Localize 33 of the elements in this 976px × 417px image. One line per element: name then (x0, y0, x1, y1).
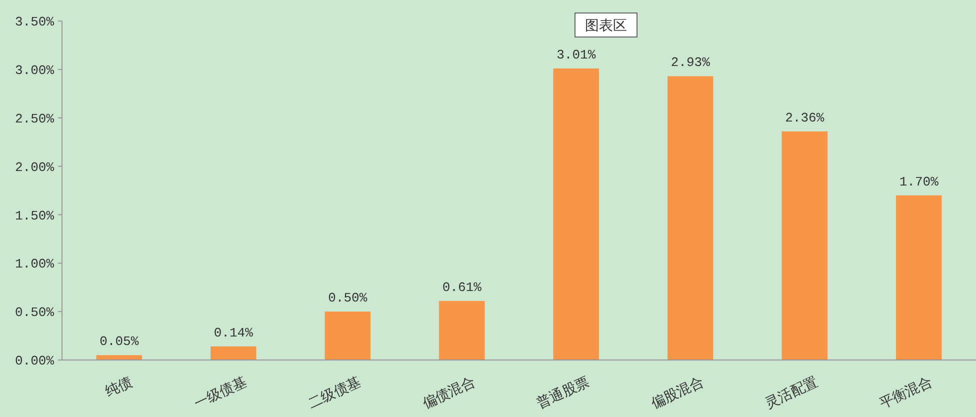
data-label: 3.01% (556, 47, 596, 62)
x-tick-label: 偏债混合 (420, 374, 478, 412)
data-label: 0.61% (442, 280, 482, 295)
x-tick-label: 偏股混合 (648, 374, 706, 412)
data-label: 0.50% (328, 290, 368, 306)
y-tick-label: 1.50% (14, 208, 54, 224)
x-tick-label: 一级债基 (192, 374, 250, 412)
y-tick-label: 2.50% (14, 111, 54, 126)
data-label: 2.36% (785, 110, 824, 126)
bar (210, 346, 256, 360)
x-tick-label: 二级债基 (306, 374, 364, 412)
x-tick-label: 灵活配置 (762, 374, 820, 412)
bar (896, 195, 942, 360)
bar (96, 355, 142, 360)
data-label: 1.70% (899, 174, 939, 190)
bar (553, 68, 599, 360)
y-tick-label: 0.00% (14, 354, 54, 369)
bar (782, 131, 828, 360)
data-label: 2.93% (670, 55, 710, 70)
bar (668, 76, 714, 360)
y-tick-label: 1.00% (14, 256, 54, 272)
y-tick-label: 3.00% (14, 62, 54, 78)
y-tick-label: 0.50% (14, 305, 54, 320)
x-tick-label: 平衡混合 (877, 374, 935, 412)
y-tick-label: 3.50% (14, 14, 54, 30)
data-label: 0.05% (100, 334, 139, 350)
x-tick-label: 纯债 (102, 374, 135, 400)
annotation: 图表区 (585, 18, 627, 34)
bar (439, 300, 485, 360)
y-tick-label: 2.00% (14, 160, 54, 175)
data-label: 0.14% (214, 325, 254, 340)
x-tick-label: 普通股票 (534, 373, 592, 412)
bar (324, 312, 370, 360)
